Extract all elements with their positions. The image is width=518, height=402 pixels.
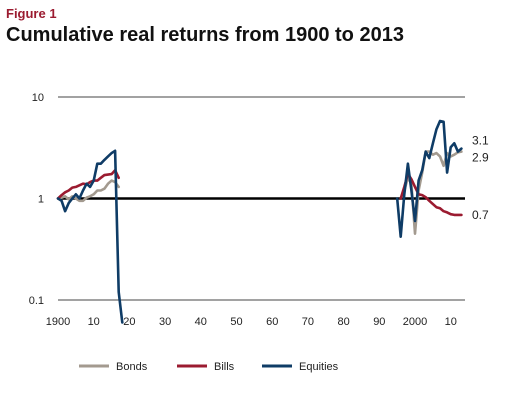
y-tick-label: 0.1 — [29, 295, 44, 307]
series-line-bonds-1 — [399, 150, 463, 235]
end-label-equities: 3.1 — [472, 134, 489, 148]
y-axis: 10 1 0.1 — [29, 92, 465, 307]
series-line-bonds-0 — [56, 179, 120, 203]
x-tick-label: 70 — [302, 316, 314, 328]
x-tick-label: 80 — [337, 316, 349, 328]
x-tick-label: 2000 — [403, 316, 427, 328]
x-tick-label: 1900 — [46, 316, 70, 328]
series-line-equities-1 — [395, 119, 463, 238]
end-labels: 2.9 0.7 3.1 — [472, 134, 489, 222]
series-line-equities-0 — [56, 149, 124, 324]
y-tick-label: 1 — [38, 194, 44, 206]
legend-label-bonds: Bonds — [116, 361, 148, 373]
x-tick-label: 90 — [373, 316, 385, 328]
y-tick-label: 10 — [32, 92, 44, 104]
end-label-bonds: 2.9 — [472, 151, 489, 165]
end-label-bills: 0.7 — [472, 208, 489, 222]
x-tick-label: 60 — [266, 316, 278, 328]
chart-title: Cumulative real returns from 1900 to 201… — [6, 24, 404, 46]
figure-label: Figure 1 — [6, 6, 57, 21]
legend-label-equities: Equities — [299, 361, 339, 373]
x-tick-label: 20 — [123, 316, 135, 328]
x-tick-label: 30 — [159, 316, 171, 328]
legend: Bonds Bills Equities — [79, 361, 339, 373]
x-tick-label: 10 — [88, 316, 100, 328]
x-tick-label: 10 — [445, 316, 457, 328]
series-line-bills-0 — [56, 168, 120, 200]
series-layer — [56, 119, 463, 324]
x-tick-label: 50 — [230, 316, 242, 328]
legend-label-bills: Bills — [214, 361, 235, 373]
x-tick-label: 40 — [195, 316, 207, 328]
x-axis: 1900 10 20 30 40 50 60 70 80 90 2000 10 — [46, 316, 457, 328]
